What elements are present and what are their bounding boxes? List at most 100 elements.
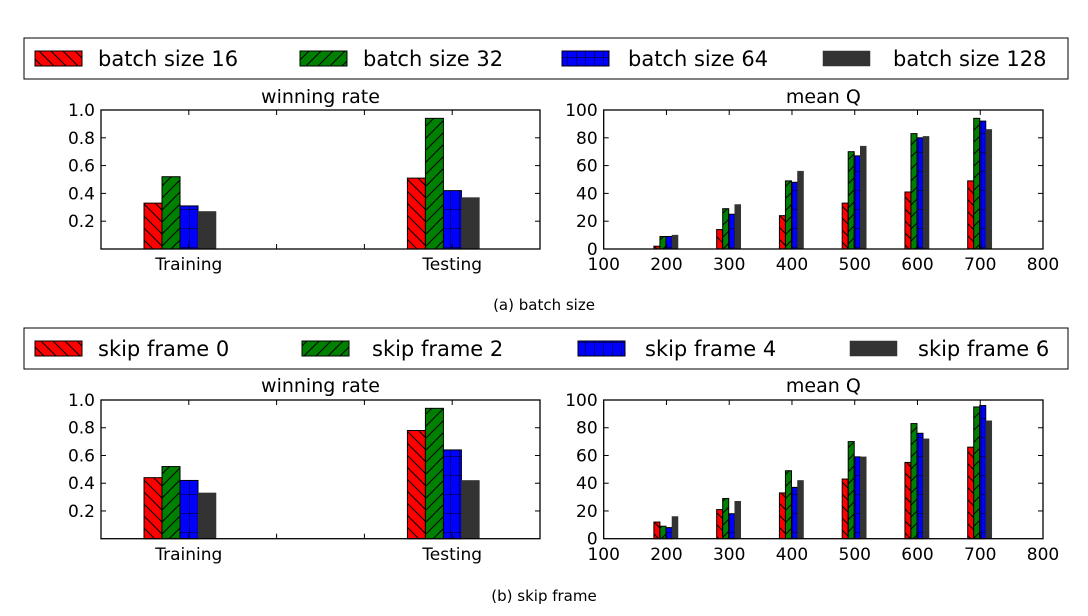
bar-hatch — [791, 182, 798, 249]
legend-label: skip frame 2 — [372, 337, 503, 361]
bar-hatch — [659, 526, 666, 539]
chart-title: mean Q — [786, 86, 861, 108]
bar — [461, 197, 480, 250]
legend: skip frame 0 skip frame 2 skip frame 4 skip… — [23, 327, 1069, 370]
bar-hatch — [904, 192, 911, 249]
legend-swatch-0-hatch — [35, 51, 82, 66]
bar-hatch — [162, 176, 181, 249]
bar-hatch — [716, 509, 723, 539]
y-tick-label: 60 — [576, 157, 598, 177]
bar-hatch — [842, 479, 849, 539]
y-tick-label: 60 — [576, 446, 598, 466]
x-tick-label: 400 — [776, 255, 808, 275]
legend-label: skip frame 4 — [645, 337, 776, 361]
bar-hatch — [722, 208, 729, 249]
x-tick-label: 300 — [713, 255, 745, 275]
x-tick-label: Testing — [421, 545, 482, 565]
y-tick-label: 0.4 — [68, 184, 95, 204]
winning-rate-chart: winning rate 0.2 0.4 0.6 0.8 1.0 Training Testi… — [68, 86, 541, 275]
bar-hatch — [144, 203, 163, 249]
bar-hatch — [779, 215, 786, 249]
panel-a: batch size 16 batch size 32 batch size 64 b… — [23, 37, 1069, 314]
bar-hatch — [979, 405, 986, 539]
y-tick-label: 40 — [576, 474, 598, 494]
axes-frame — [100, 109, 541, 250]
bar — [985, 420, 993, 539]
y-tick-label: 0.6 — [68, 157, 95, 177]
legend-swatch-1-hatch — [300, 51, 347, 66]
bar-hatch — [180, 205, 199, 249]
bar-hatch — [443, 449, 462, 539]
panel-b: skip frame 0 skip frame 2 skip frame 4 skip… — [23, 327, 1069, 605]
x-tick-label: Training — [154, 255, 222, 275]
x-tick-label: 800 — [1027, 255, 1059, 275]
y-tick-label: 40 — [576, 184, 598, 204]
bar-hatch — [791, 487, 798, 539]
y-tick-label: 100 — [565, 101, 597, 121]
bar-hatch — [443, 190, 462, 249]
legend-swatch-2-hatch — [578, 341, 625, 356]
bar — [671, 234, 679, 250]
bar — [734, 204, 742, 250]
axes-frame — [603, 109, 1044, 250]
bar-hatch — [785, 180, 792, 249]
x-tick-label: 700 — [964, 255, 996, 275]
x-tick-label: Testing — [421, 255, 482, 275]
bar-hatch — [407, 430, 426, 539]
legend-frame — [23, 37, 1069, 80]
bar-hatch — [653, 246, 660, 249]
bar — [860, 145, 867, 250]
bar-hatch — [910, 133, 917, 249]
axes-frame — [603, 399, 1044, 540]
bar-hatch — [910, 423, 917, 539]
bar-hatch — [848, 441, 855, 539]
bar — [734, 501, 742, 539]
x-tick-label: 700 — [964, 545, 996, 565]
bar-hatch — [716, 229, 723, 249]
bar-hatch — [659, 236, 666, 249]
winning-rate-chart: winning rate 0.2 0.4 0.6 0.8 1.0 Training Testi… — [68, 375, 541, 565]
bar — [197, 211, 217, 250]
bar-hatch — [425, 408, 444, 539]
bar-hatch — [979, 121, 986, 249]
legend-swatch-1-hatch — [302, 341, 349, 356]
legend-swatch-3 — [822, 50, 871, 67]
bar-hatch — [916, 137, 924, 249]
bar-hatch — [407, 178, 426, 249]
bar-hatch — [854, 155, 861, 249]
y-tick-label: 0.6 — [68, 446, 95, 466]
legend-label: batch size 64 — [628, 47, 768, 71]
bar-hatch — [967, 180, 974, 249]
mean-q-chart: mean Q 0 20 40 60 80 100 100 200 300 400 500 600 700 8… — [565, 375, 1059, 565]
x-tick-label: 500 — [839, 545, 871, 565]
bar-hatch — [162, 466, 181, 539]
y-tick-label: 100 — [565, 391, 597, 411]
x-tick-label: 100 — [587, 255, 619, 275]
y-tick-label: 20 — [576, 502, 598, 522]
bar-hatch — [728, 214, 735, 249]
bar-hatch — [973, 406, 980, 539]
bar-hatch — [180, 480, 199, 539]
bar — [797, 170, 804, 250]
y-tick-label: 0.2 — [68, 502, 95, 522]
y-tick-label: 0 — [587, 240, 598, 260]
bar-hatch — [967, 447, 974, 539]
y-tick-label: 20 — [576, 212, 598, 232]
legend-swatch-0-hatch — [35, 341, 82, 356]
bar-hatch — [653, 522, 660, 539]
bar-hatch — [785, 470, 792, 539]
y-tick-label: 0 — [587, 530, 598, 550]
axes-frame — [100, 399, 541, 540]
legend-swatch-2-hatch — [562, 51, 609, 66]
bar-hatch — [842, 203, 849, 249]
legend-label: skip frame 0 — [98, 337, 229, 361]
y-tick-label: 0.4 — [68, 474, 95, 494]
chart-title: mean Q — [786, 375, 861, 397]
bar — [797, 480, 804, 539]
bar — [671, 516, 679, 539]
chart-title: winning rate — [261, 375, 380, 397]
bar-hatch — [665, 236, 672, 249]
x-tick-label: 800 — [1027, 545, 1059, 565]
bar — [461, 480, 480, 539]
